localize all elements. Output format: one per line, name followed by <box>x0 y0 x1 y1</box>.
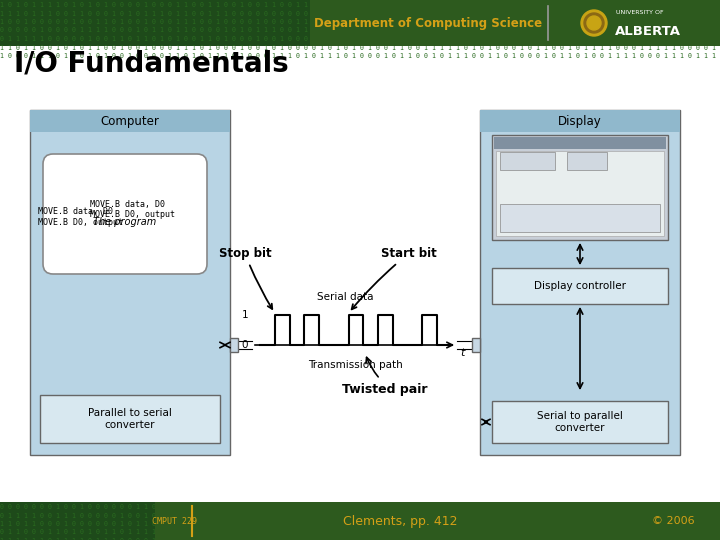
Text: Display controller: Display controller <box>534 281 626 291</box>
Bar <box>472 338 480 352</box>
Text: 0 1 1 1 1 0 0 1 1 1 0 0 0 0 0 1 0 0 1 0 0 1 0 1 0 1 1 0 0 1 1 1 0 1 0 1 0 1 0 1 : 0 1 1 1 1 0 0 1 1 1 0 0 0 0 0 1 0 0 1 0 … <box>0 512 720 518</box>
Text: 1 1 1 0 1 1 1 0 0 1 1 0 0 0 1 0 1 0 1 1 1 0 1 1 0 0 1 1 1 0 0 0 0 0 0 0 0 0 0 1 : 1 1 1 0 1 1 1 0 0 1 1 0 0 0 1 0 1 0 1 1 … <box>0 10 720 17</box>
Bar <box>40 395 220 443</box>
Text: Start bit: Start bit <box>351 247 436 309</box>
Text: 0 0 0 0 0 0 0 1 0 0 1 0 0 0 0 0 0 1 1 0 1 1 0 0 0 1 1 1 1 0 1 1 1 0 0 0 1 0 0 0 : 0 0 0 0 0 0 0 1 0 0 1 0 0 0 0 0 0 1 1 0 … <box>0 504 720 510</box>
Circle shape <box>581 10 607 36</box>
Text: I/O Fundamentals: I/O Fundamentals <box>14 50 289 78</box>
Bar <box>500 204 660 232</box>
Bar <box>480 110 680 455</box>
Text: Transmission path: Transmission path <box>307 360 402 370</box>
Text: Twisted pair: Twisted pair <box>342 382 428 395</box>
Text: 1 1 1 1 1 1 0 1 1 1 1 0 1 1 1 0 0 0 0 1 0 0 0 0 0 1 0 0 0 0 0 1 1 1 0 1 0 0 0 0 : 1 1 1 1 1 1 0 1 1 1 1 0 1 1 1 0 0 0 0 1 … <box>0 538 720 540</box>
Bar <box>492 268 668 304</box>
Text: Clements, pp. 412: Clements, pp. 412 <box>343 515 457 528</box>
Bar <box>155 502 720 540</box>
FancyBboxPatch shape <box>43 154 207 274</box>
Text: © 2006: © 2006 <box>652 516 695 526</box>
Text: The program: The program <box>94 217 157 227</box>
Text: 0 1 1 0 0 0 1 1 0 1 0 1 0 1 1 0 1 1 1 1 0 0 0 1 1 0 1 1 0 0 0 0 1 0 1 0 1 0 0 1 : 0 1 1 0 0 0 1 1 0 1 0 1 0 1 1 0 1 1 1 1 … <box>0 530 720 536</box>
Text: Display: Display <box>558 114 602 127</box>
Bar <box>480 110 680 132</box>
Bar <box>492 401 668 443</box>
Text: 1 1 0 1 1 0 0 1 0 1 0 1 1 0 0 1 0 0 1 0 0 0 1 1 1 0 1 0 0 0 1 0 0 1 0 1 0 0 0 0 : 1 1 0 1 1 0 0 1 0 1 0 1 1 0 0 1 0 0 1 0 … <box>0 44 720 51</box>
Text: 1 0 0 0 1 1 1 0 1 0 0 1 0 1 0 0 1 0 0 0 0 1 1 0 1 0 1 1 1 0 1 0 0 0 1 1 1 0 1 0 : 1 0 0 0 1 1 1 0 1 0 0 1 0 1 0 0 1 0 0 0 … <box>0 53 720 59</box>
Text: 1 1 0 1 1 0 0 0 1 0 0 0 0 0 0 1 0 1 1 0 0 0 0 0 1 1 0 0 1 0 1 1 1 1 0 1 0 1 0 0 : 1 1 0 1 1 0 0 0 1 0 0 0 0 0 0 1 0 1 1 0 … <box>0 521 720 527</box>
Text: 0: 0 <box>241 340 248 350</box>
Bar <box>567 152 607 170</box>
Bar <box>310 0 720 46</box>
Text: t: t <box>460 348 464 358</box>
Text: 1: 1 <box>241 310 248 320</box>
Text: Computer: Computer <box>101 114 159 127</box>
Text: Parallel to serial
converter: Parallel to serial converter <box>88 408 172 430</box>
Bar <box>496 151 664 236</box>
Bar <box>230 338 238 352</box>
Text: Serial data: Serial data <box>317 292 373 302</box>
Text: 0 0 0 0 0 1 0 0 0 0 1 1 1 1 0 0 0 1 0 1 1 0 1 1 0 0 0 0 1 0 1 0 1 1 1 0 0 1 1 0 : 0 0 0 0 0 1 0 0 0 0 1 1 1 1 0 0 0 1 0 1 … <box>0 28 720 33</box>
Text: MOVE.B data, D0
MOVE.B D0, output: MOVE.B data, D0 MOVE.B D0, output <box>90 200 175 219</box>
Circle shape <box>587 16 601 30</box>
Bar <box>492 135 668 240</box>
Circle shape <box>584 13 604 33</box>
Bar <box>0 502 720 540</box>
Bar <box>500 152 555 170</box>
Text: 0 1 1 1 1 1 0 0 0 0 0 1 0 0 1 1 0 1 1 0 1 0 1 0 0 1 1 0 1 0 0 0 1 0 0 1 0 0 0 0 : 0 1 1 1 1 1 0 0 0 0 0 1 0 0 1 1 0 1 1 0 … <box>0 36 720 42</box>
Bar <box>0 0 720 46</box>
Bar <box>30 110 230 132</box>
Text: Serial to parallel
converter: Serial to parallel converter <box>537 411 623 433</box>
Text: Department of Computing Science: Department of Computing Science <box>314 17 542 30</box>
Text: 1 0 1 0 1 1 1 1 0 1 0 1 0 1 0 0 0 0 1 0 0 0 1 1 0 0 1 1 0 0 1 0 0 1 1 0 0 1 1 0 : 1 0 1 0 1 1 1 1 0 1 0 1 0 1 0 0 0 0 1 0 … <box>0 2 720 8</box>
Text: Stop bit: Stop bit <box>219 247 272 309</box>
Text: UNIVERSITY OF: UNIVERSITY OF <box>616 10 664 15</box>
Text: MOVE.B data, D0
MOVE.B D0, output: MOVE.B data, D0 MOVE.B D0, output <box>38 207 123 227</box>
Bar <box>494 137 666 149</box>
Text: ALBERTA: ALBERTA <box>615 25 681 38</box>
Text: 1 0 0 1 0 0 0 0 0 1 0 0 1 1 0 1 0 0 1 0 0 0 1 1 1 0 0 1 0 0 0 0 1 0 0 0 0 1 1 1 : 1 0 0 1 0 0 0 0 0 1 0 0 1 1 0 1 0 0 1 0 … <box>0 19 720 25</box>
Text: CMPUT 229: CMPUT 229 <box>151 516 197 525</box>
Bar <box>30 110 230 455</box>
